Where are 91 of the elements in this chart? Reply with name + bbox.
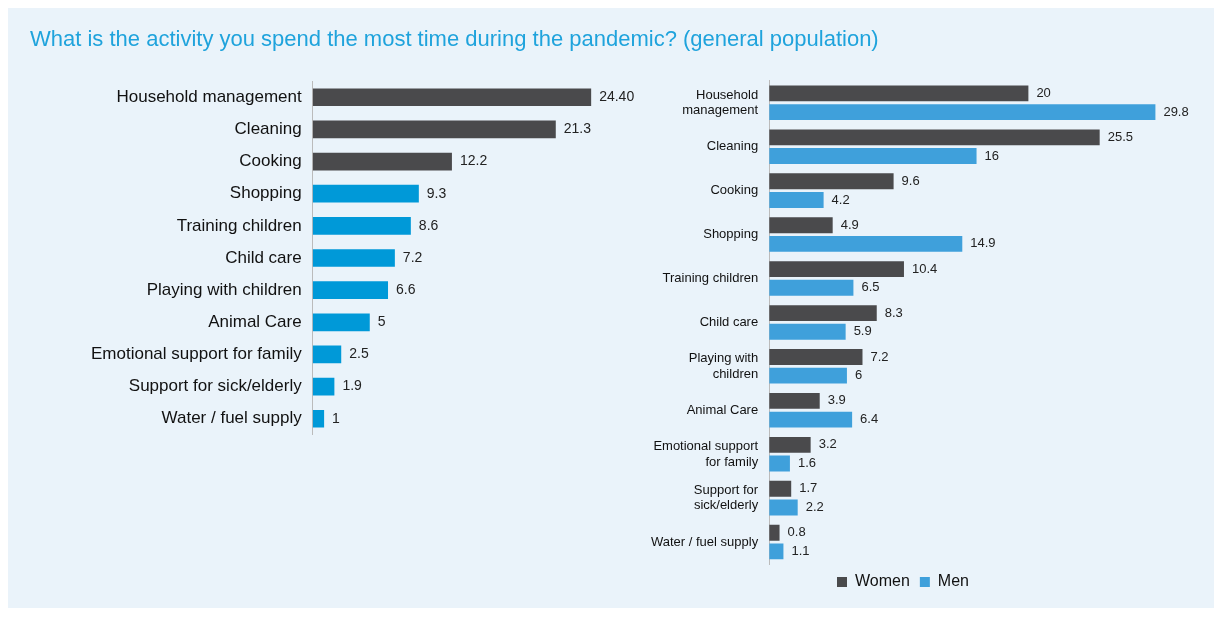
y-tick-label: Cleaning (234, 119, 302, 139)
bar (312, 345, 342, 364)
data-label: 1.7 (799, 480, 818, 496)
bar (769, 455, 790, 472)
y-tick-label: Emotional support for family (91, 344, 303, 364)
y-tick-label: Training children (176, 215, 302, 235)
data-label: 25.5 (1107, 128, 1133, 144)
data-label: 4.9 (840, 216, 859, 232)
bar (312, 217, 411, 235)
bar (312, 249, 395, 267)
data-label: 0.8 (787, 524, 806, 540)
data-label: 4.2 (831, 191, 850, 207)
y-tick-label: Animal Care (686, 401, 759, 417)
bar (769, 480, 792, 497)
data-label: 1.6 (797, 455, 816, 471)
data-label: 3.2 (818, 436, 837, 452)
y-tick-label: Training children (662, 270, 759, 286)
y-tick-label: Support for sick/elderly (693, 481, 759, 513)
data-label: 3.9 (827, 392, 846, 408)
bar (769, 411, 853, 428)
y-tick-label: Cooking (239, 151, 302, 171)
data-label: 2.2 (805, 499, 824, 515)
data-label: 5 (377, 313, 386, 330)
y-tick-label: Household management (116, 86, 302, 106)
bar (769, 543, 784, 560)
y-tick-label: Child care (699, 313, 759, 329)
data-label: 6.4 (860, 411, 879, 427)
data-label: 14.9 (970, 235, 996, 251)
y-tick-label: Child care (225, 247, 302, 267)
data-label: 24.40 (599, 88, 635, 105)
data-label: 1.9 (342, 377, 363, 394)
bar (312, 281, 389, 299)
legend-label: Women (855, 572, 910, 590)
data-label: 20 (1036, 85, 1051, 101)
y-tick-label: Emotional support for family (653, 437, 759, 469)
data-label: 2.5 (349, 345, 369, 362)
data-label: 7.2 (402, 248, 423, 265)
bar (769, 173, 894, 190)
y-tick-label: Shopping (703, 226, 759, 242)
bar (769, 305, 877, 321)
bar (312, 120, 556, 139)
chart-title: What is the activity you spend the most time during the pandemic? (general population) (30, 26, 879, 52)
bar (769, 279, 854, 296)
data-label: 1.1 (791, 542, 810, 558)
data-label: 1 (332, 409, 341, 426)
bar (769, 235, 963, 252)
data-label: 6.6 (396, 281, 416, 297)
bar (312, 409, 325, 428)
bar (769, 367, 847, 384)
data-label: 10.4 (911, 260, 938, 276)
data-label: 8.3 (884, 304, 903, 320)
y-tick-label: Water / fuel supply (650, 533, 759, 549)
data-label: 16 (984, 147, 1000, 163)
y-tick-label: Cleaning (706, 138, 759, 154)
data-label: 5.9 (853, 323, 872, 339)
bar (312, 88, 592, 107)
bar (769, 499, 798, 516)
y-tick-label: Playing with children (146, 279, 302, 299)
data-label: 21.3 (563, 120, 592, 137)
bar (769, 217, 833, 234)
y-tick-label: Household management (682, 86, 759, 118)
data-label: 7.2 (870, 348, 889, 364)
data-label: 29.8 (1163, 103, 1189, 119)
bar (769, 392, 820, 409)
bar (769, 349, 863, 365)
bar (769, 104, 1156, 121)
bar (312, 152, 452, 171)
legend-label: Men (937, 572, 969, 590)
bar (769, 261, 904, 278)
data-label: 9.6 (901, 172, 920, 188)
data-label: 8.6 (418, 216, 439, 233)
y-tick-label: Water / fuel supply (161, 408, 303, 428)
y-tick-label: Animal Care (208, 311, 302, 331)
data-label: 9.3 (426, 184, 447, 201)
data-label: 6.5 (861, 279, 880, 295)
bar (312, 184, 419, 203)
y-tick-label: Cooking (710, 182, 759, 198)
bar (769, 323, 846, 340)
bar (769, 85, 1029, 102)
bar (769, 192, 824, 208)
bar (769, 524, 780, 541)
bar (769, 436, 811, 453)
y-tick-label: Playing with children (688, 350, 759, 381)
y-tick-label: Shopping (229, 183, 302, 203)
y-tick-label: Support for sick/elderly (128, 376, 303, 396)
bar (769, 148, 977, 164)
bar (312, 377, 335, 396)
data-label: 12.2 (459, 152, 488, 169)
bar (769, 129, 1100, 146)
data-label: 6 (854, 367, 863, 383)
bar (312, 313, 370, 332)
